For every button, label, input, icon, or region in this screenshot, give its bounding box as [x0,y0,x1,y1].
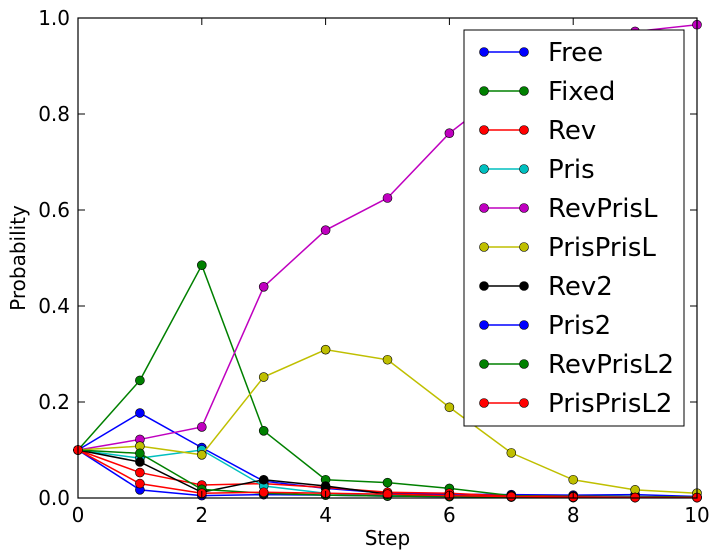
data-point [444,402,455,413]
legend-marker [479,86,489,96]
data-point [382,477,393,488]
legend-item: Free [479,38,603,68]
y-tick-label: 0.2 [38,390,70,414]
legend-label: RevPrisL [548,194,658,224]
legend-marker [519,242,529,252]
data-point [320,225,331,235]
legend-marker [519,359,529,369]
legend-marker [519,281,529,291]
legend-label: Pris [548,155,595,185]
data-point [382,354,393,365]
x-axis-label: Step [365,526,411,550]
data-point [135,457,145,467]
legend-item: PrisPrisL [479,233,656,263]
x-tick-label: 6 [443,503,456,527]
data-point [382,193,393,203]
axes: 0 2 4 6 8 10 0.0 0.2 0.4 0.6 0.8 1.0 [38,6,710,527]
data-point [197,260,207,271]
data-point [135,408,145,418]
data-point [258,487,269,498]
legend: Free Fixed Rev Pris RevPrisL PrisPrisL Rev2 Pri… [463,29,685,427]
data-point [382,489,393,499]
data-point [320,344,331,355]
data-point [197,449,207,460]
data-point [135,478,145,489]
legend-marker [479,359,489,369]
legend-marker [519,203,529,213]
legend-marker [519,164,529,174]
data-point [135,375,145,386]
legend-item: Pris [479,155,595,185]
legend-label: Free [548,38,603,68]
x-tick-label: 8 [567,503,580,527]
legend-marker [479,164,489,174]
legend-marker [479,47,489,57]
legend-label: Rev2 [548,272,613,302]
legend-marker [479,203,489,213]
y-tick-label: 0.8 [38,102,70,126]
legend-marker [479,320,489,330]
legend-marker [479,281,489,291]
legend-item: Rev [479,116,596,146]
data-point [258,372,269,382]
y-tick-label: 1.0 [38,6,70,30]
series-prisprisl [73,344,702,499]
data-point [258,425,269,436]
legend-marker [519,125,529,135]
legend-marker [519,47,529,57]
x-tick-label: 0 [72,503,85,527]
legend-item: RevPrisL2 [479,350,674,380]
legend-item: Pris2 [479,311,611,341]
legend-label: Fixed [548,77,615,107]
legend-label: PrisPrisL2 [548,389,672,419]
y-axis-label: Probability [6,205,30,311]
y-tick-label: 0.0 [38,486,70,510]
legend-label: Pris2 [548,311,611,341]
legend-marker [479,398,489,408]
x-tick-label: 4 [319,503,332,527]
legend-marker [479,242,489,252]
legend-item: RevPrisL [479,194,658,224]
data-point [135,467,145,478]
data-point [444,128,455,138]
legend-marker [519,320,529,330]
legend-item: Fixed [479,77,615,107]
data-point [506,448,517,458]
legend-marker [479,125,489,135]
data-point [258,474,269,485]
legend-marker [519,86,529,96]
y-tick-label: 0.6 [38,198,70,222]
data-point [258,281,269,292]
legend-label: Rev [548,116,596,146]
legend-marker [519,398,529,408]
data-point [135,448,145,459]
legend-item: Rev2 [479,272,613,302]
data-point [568,474,579,485]
y-tick-label: 0.4 [38,294,70,318]
data-point [197,422,207,432]
legend-box [463,29,685,427]
data-point [506,491,517,502]
plot-frame [77,17,698,499]
legend-item: PrisPrisL2 [479,389,672,419]
legend-label: RevPrisL2 [548,350,674,380]
x-tick-label: 2 [195,503,208,527]
legend-label: PrisPrisL [548,233,656,263]
x-tick-label: 10 [684,503,709,527]
